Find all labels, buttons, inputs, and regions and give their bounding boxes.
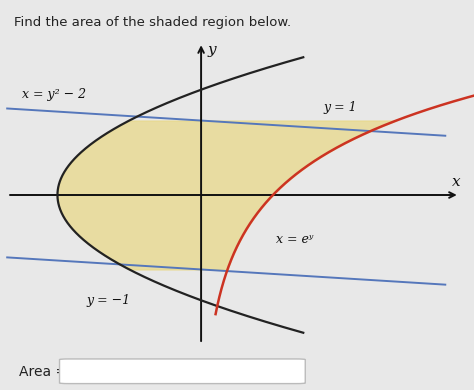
Text: y: y bbox=[208, 43, 216, 57]
Text: x: x bbox=[452, 175, 460, 189]
Text: x = y² − 2: x = y² − 2 bbox=[21, 88, 86, 101]
Text: Area =: Area = bbox=[18, 365, 67, 379]
Text: x = eʸ: x = eʸ bbox=[276, 233, 314, 246]
Text: Find the area of the shaded region below.: Find the area of the shaded region below… bbox=[14, 16, 292, 28]
FancyBboxPatch shape bbox=[60, 359, 305, 384]
Text: y = −1: y = −1 bbox=[86, 294, 130, 307]
Text: y = 1: y = 1 bbox=[323, 101, 357, 113]
